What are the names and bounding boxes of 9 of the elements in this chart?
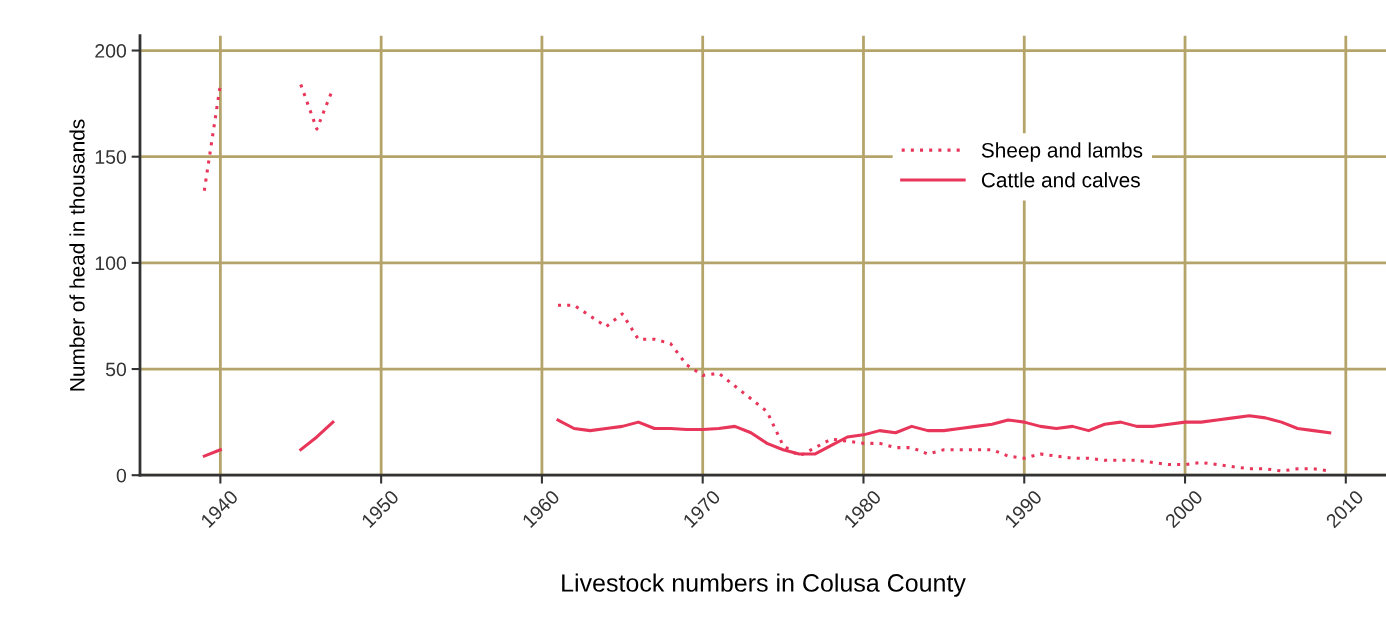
y-tick-label: 100 [95, 256, 127, 271]
y-tick-label: 0 [116, 468, 127, 483]
x-axis-title: Livestock numbers in Colusa County [562, 573, 966, 597]
legend-label: Cattle and calves [981, 172, 1140, 188]
y-tick-label: 200 [95, 44, 127, 58]
y-tick-label: 150 [95, 150, 127, 164]
y-axis-title: Number of head in thousands [69, 119, 85, 391]
y-tick-label: 50 [105, 362, 127, 377]
legend-label: Sheep and lambs [981, 142, 1143, 162]
